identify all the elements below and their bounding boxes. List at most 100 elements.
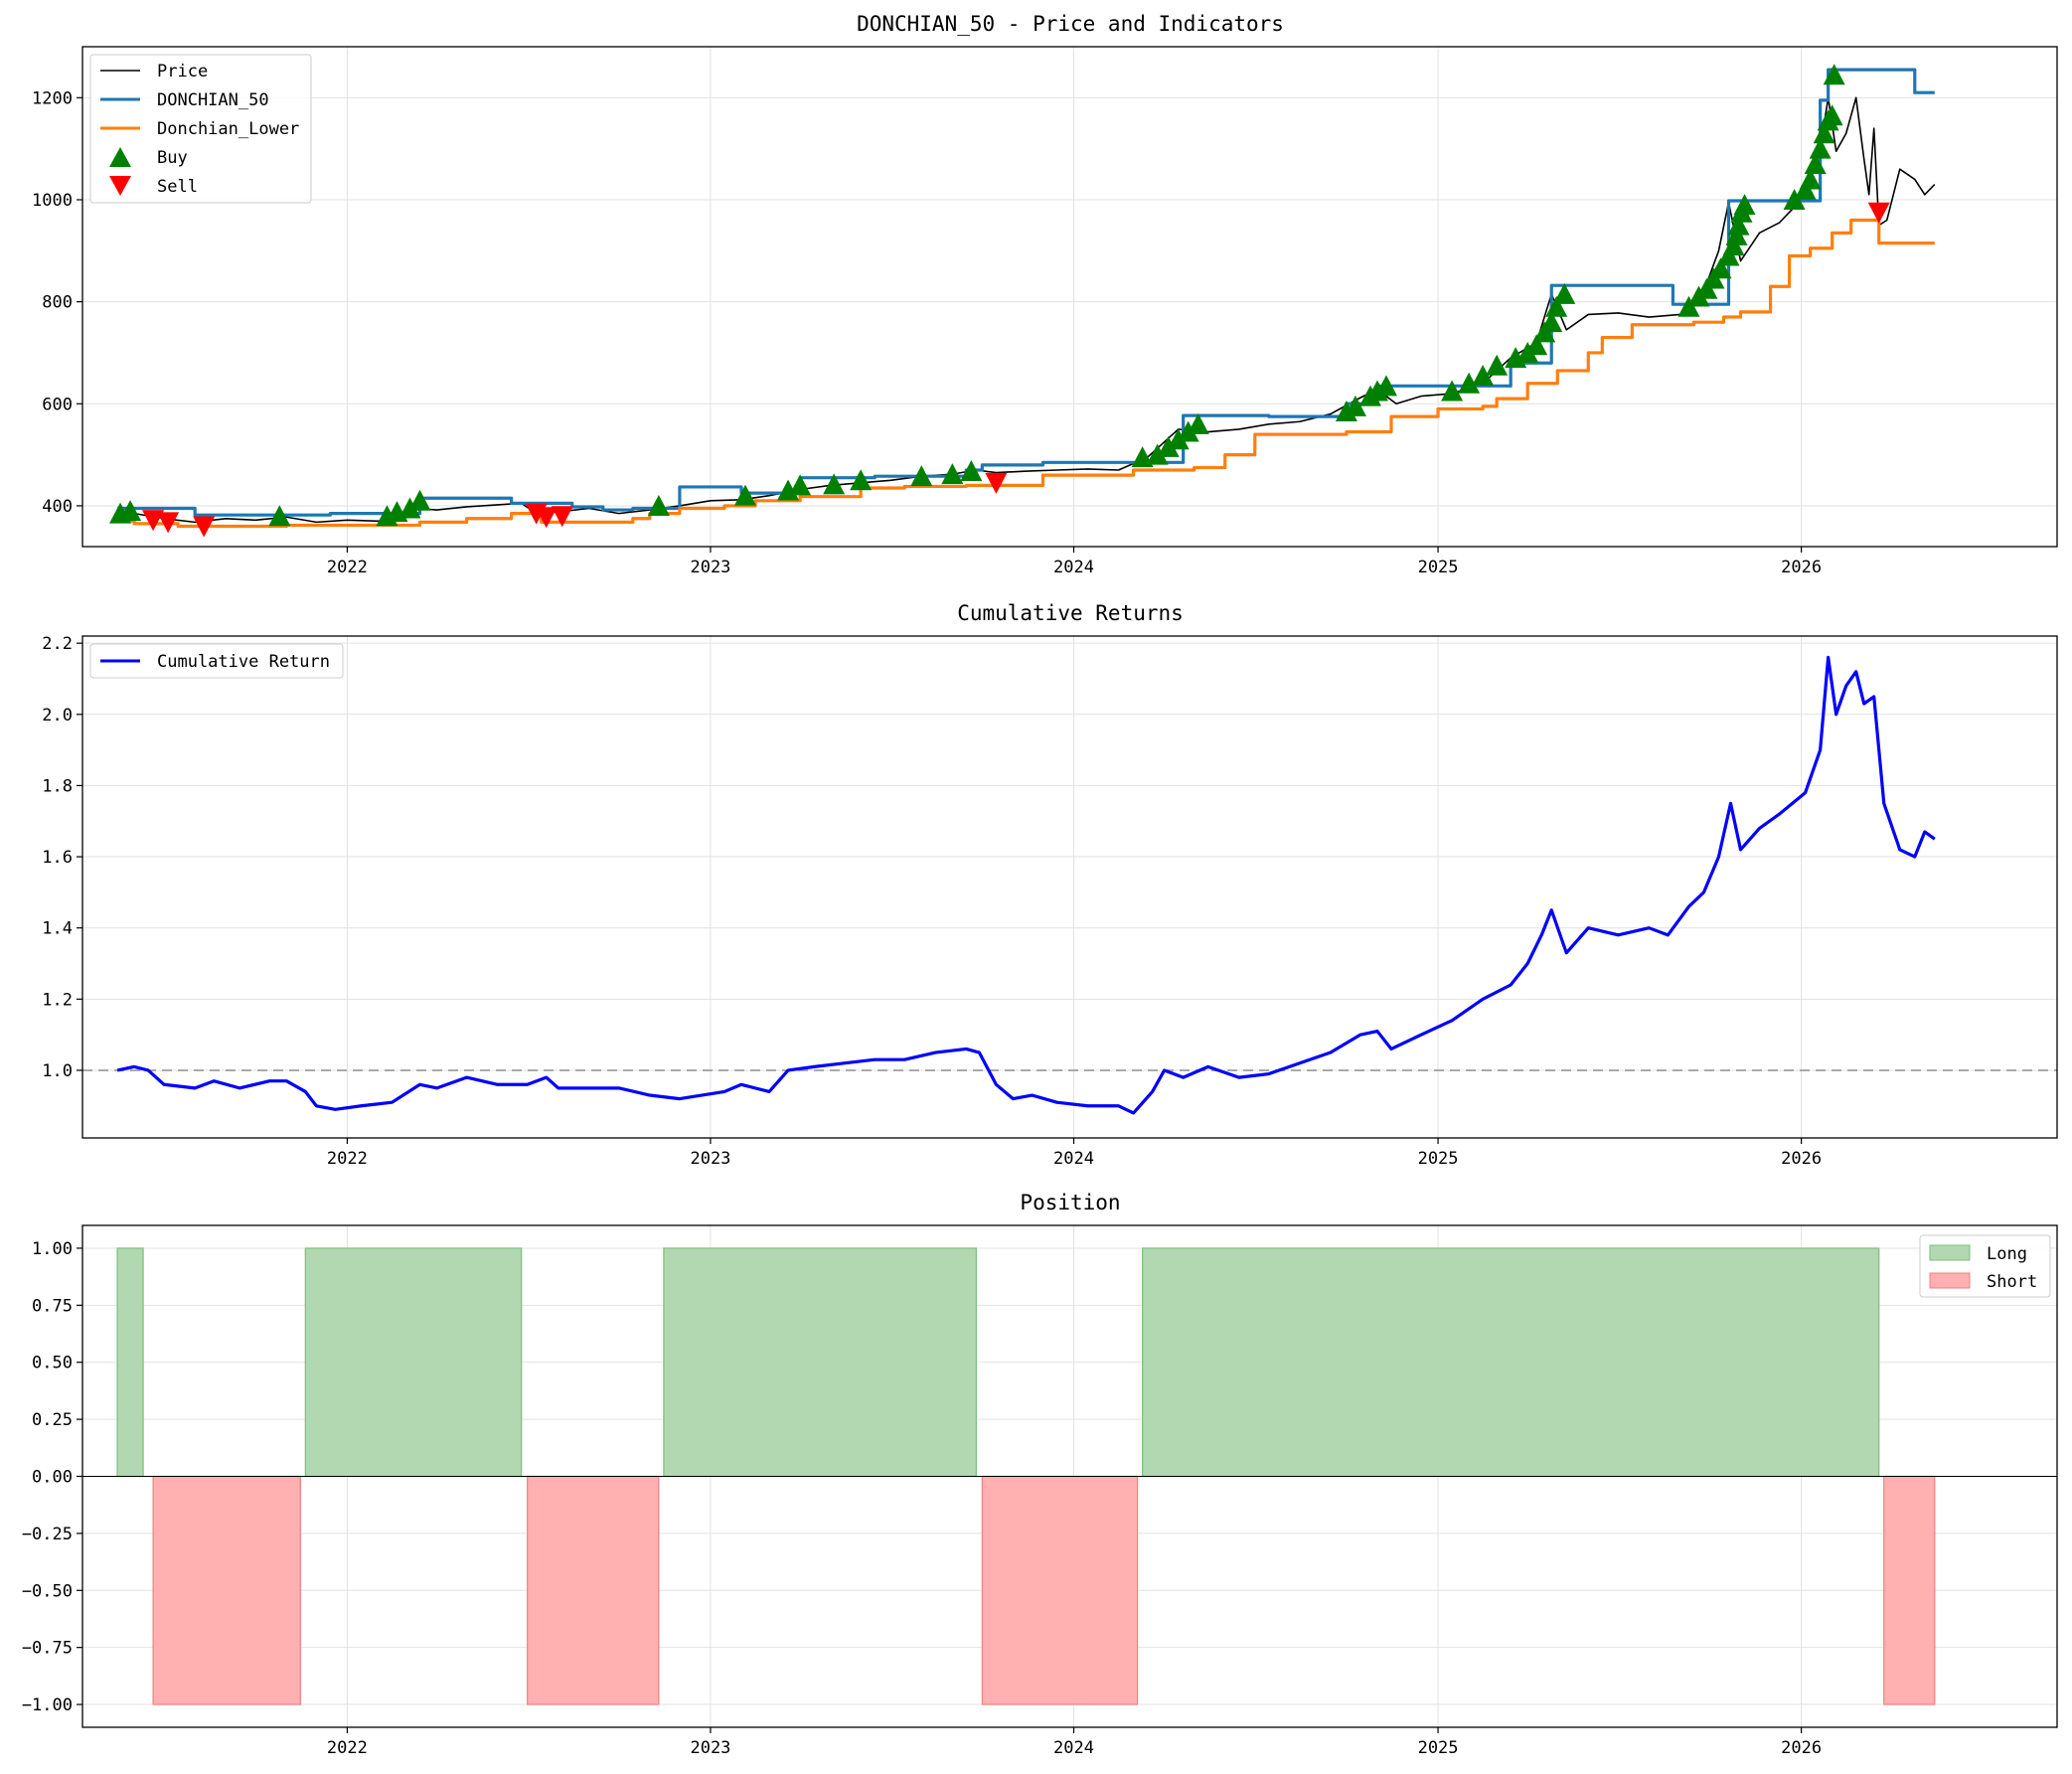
y-tick-label: 0.25: [32, 1410, 73, 1430]
buy-marker: [1187, 412, 1209, 434]
y-tick-label: 1.0: [42, 1061, 73, 1081]
buy-marker: [1804, 153, 1827, 175]
buy-marker: [910, 465, 933, 487]
cumulative-return-line: [116, 655, 1936, 1115]
y-tick-label: −1.00: [22, 1695, 73, 1715]
donchian-lower-line: [117, 218, 1935, 529]
x-tick-label: 2024: [1053, 1738, 1094, 1758]
x-tick-label: 2024: [1053, 558, 1094, 577]
buy-marker: [960, 460, 983, 482]
buy-marker: [119, 500, 142, 522]
position-panel-title: Position: [1020, 1191, 1120, 1214]
x-tick-label: 2023: [690, 1149, 730, 1169]
y-tick-label: 0.00: [32, 1468, 73, 1488]
returns-panel-title: Cumulative Returns: [957, 601, 1184, 625]
y-tick-label: 0.50: [32, 1354, 73, 1373]
buy-marker: [1486, 354, 1509, 376]
x-tick-label: 2025: [1418, 1738, 1459, 1758]
price-panel-title: DONCHIAN_50 - Price and Indicators: [857, 12, 1284, 36]
long-position-area: [116, 1247, 144, 1478]
legend-donchian-lower-label: Donchian_Lower: [157, 119, 299, 139]
buy-marker: [1823, 64, 1845, 85]
y-tick-label: 1.6: [42, 848, 73, 868]
buy-marker: [408, 489, 431, 511]
short-position-area: [527, 1475, 660, 1705]
cumulative-returns-panel: Cumulative Returns 1.0 1.2 1.4 1.6 1.8 2.0 2.2…: [42, 601, 2058, 1169]
buy-marker: [1733, 194, 1756, 216]
legend-price-label: Price: [157, 62, 208, 81]
legend-buy-marker: [109, 147, 131, 167]
legend-sell-marker: [109, 176, 131, 196]
buy-marker: [398, 497, 421, 519]
y-tick-label: 0.75: [32, 1296, 73, 1316]
y-tick-label: −0.50: [22, 1581, 73, 1601]
price-panel-frame: [81, 46, 2058, 548]
y-tick-label: −0.25: [22, 1525, 73, 1544]
y-tick-label: 1200: [32, 88, 73, 108]
buy-marker: [1727, 214, 1750, 236]
short-position-area: [152, 1475, 301, 1705]
buy-marker: [789, 474, 812, 496]
long-position-area: [663, 1247, 977, 1478]
x-tick-label: 2025: [1418, 1149, 1459, 1169]
y-tick-label: 1.8: [42, 776, 73, 796]
legend-donchian-upper-label: DONCHIAN_50: [157, 90, 269, 110]
legend-buy-label: Buy: [157, 148, 188, 168]
x-tick-label: 2023: [690, 558, 730, 577]
buy-marker: [1472, 365, 1495, 387]
short-position-area: [981, 1475, 1139, 1705]
sell-marker: [193, 516, 216, 538]
price-legend: Price DONCHIAN_50 Donchian_Lower Buy Sel…: [89, 54, 312, 204]
x-tick-label: 2026: [1781, 1738, 1822, 1758]
x-tick-label: 2023: [690, 1738, 730, 1758]
sell-marker: [551, 506, 573, 528]
buy-marker: [1344, 395, 1366, 416]
y-tick-label: 1.2: [42, 990, 73, 1010]
buy-marker: [1799, 168, 1822, 190]
position-legend: Long Short: [1919, 1234, 2051, 1298]
buy-marker: [850, 469, 873, 491]
x-tick-label: 2025: [1418, 558, 1459, 577]
long-position-area: [304, 1247, 523, 1478]
buy-marker: [1809, 137, 1832, 159]
x-tick-label: 2022: [327, 558, 368, 577]
x-tick-label: 2026: [1781, 558, 1822, 577]
legend-long-swatch: [1929, 1244, 1971, 1261]
short-position-area: [1883, 1475, 1936, 1705]
buy-marker: [1821, 104, 1843, 126]
y-tick-label: 400: [42, 497, 73, 517]
buy-marker: [1374, 375, 1397, 397]
price-legend-box: [89, 54, 312, 204]
y-tick-label: 1000: [32, 191, 73, 211]
buy-marker: [1813, 122, 1835, 144]
x-tick-label: 2022: [327, 1149, 368, 1169]
buy-marker: [1540, 311, 1563, 333]
legend-long-label: Long: [1987, 1244, 2027, 1264]
sell-marker: [142, 510, 165, 532]
buy-marker: [941, 463, 964, 485]
y-tick-label: 2.2: [42, 634, 73, 654]
buy-marker: [1458, 372, 1481, 394]
buy-marker: [1783, 188, 1806, 210]
legend-short-swatch: [1929, 1272, 1971, 1289]
position-panel: Position 1.00 0.75 0.50 0.25 0.00 −0.25 −0.50 −…: [22, 1191, 2058, 1758]
buy-marker: [1545, 295, 1568, 317]
legend-short-label: Short: [1987, 1272, 2037, 1292]
y-tick-label: 600: [42, 395, 73, 414]
buy-marker: [1177, 420, 1199, 442]
legend-cumret-label: Cumulative Return: [157, 652, 330, 672]
sell-marker: [157, 512, 180, 534]
sell-marker: [1867, 202, 1890, 224]
buy-marker: [1146, 443, 1169, 465]
sell-marker: [535, 507, 558, 529]
y-tick-label: −0.75: [22, 1639, 73, 1659]
y-tick-label: 1.4: [42, 919, 73, 939]
buy-marker: [268, 505, 291, 527]
buy-marker: [1157, 435, 1180, 457]
x-tick-label: 2026: [1781, 1149, 1822, 1169]
buy-marker: [823, 473, 846, 495]
returns-legend: Cumulative Return: [89, 643, 344, 679]
long-position-area: [1142, 1247, 1880, 1478]
buy-marker: [1709, 257, 1732, 279]
